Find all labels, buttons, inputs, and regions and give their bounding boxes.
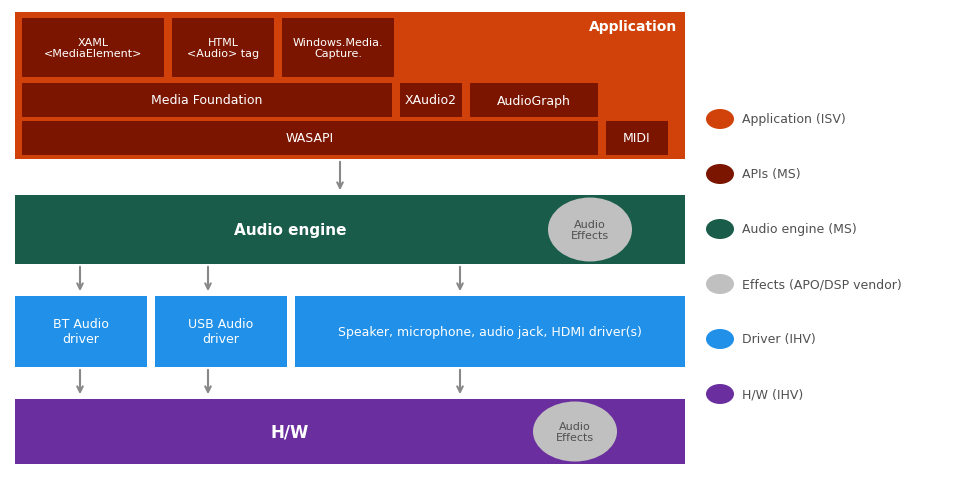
- Text: Audio
Effects: Audio Effects: [556, 421, 594, 442]
- Bar: [22, 84, 392, 118]
- Text: APIs (MS): APIs (MS): [742, 168, 801, 181]
- Text: H/W (IHV): H/W (IHV): [742, 388, 804, 401]
- Text: USB Audio
driver: USB Audio driver: [188, 318, 254, 346]
- Text: MIDI: MIDI: [623, 132, 651, 145]
- Ellipse shape: [706, 274, 734, 294]
- Text: XAML
<MediaElement>: XAML <MediaElement>: [44, 38, 142, 59]
- Text: Application (ISV): Application (ISV): [742, 113, 846, 126]
- Text: Speaker, microphone, audio jack, HDMI driver(s): Speaker, microphone, audio jack, HDMI dr…: [338, 325, 642, 338]
- Text: AudioGraph: AudioGraph: [497, 94, 571, 107]
- Text: Windows.Media.
Capture.: Windows.Media. Capture.: [293, 38, 383, 59]
- Bar: [172, 19, 274, 78]
- Bar: [295, 296, 685, 367]
- Text: Effects (APO/DSP vendor): Effects (APO/DSP vendor): [742, 278, 902, 291]
- Text: XAudio2: XAudio2: [405, 94, 457, 107]
- Ellipse shape: [706, 110, 734, 130]
- Text: Application: Application: [589, 20, 677, 34]
- Text: Driver (IHV): Driver (IHV): [742, 333, 815, 346]
- Text: Audio
Effects: Audio Effects: [571, 219, 609, 241]
- Ellipse shape: [533, 402, 617, 462]
- Bar: [282, 19, 394, 78]
- Ellipse shape: [706, 384, 734, 404]
- Bar: [22, 19, 164, 78]
- Text: Audio engine (MS): Audio engine (MS): [742, 223, 857, 236]
- Ellipse shape: [706, 165, 734, 184]
- Bar: [400, 84, 462, 118]
- Ellipse shape: [548, 198, 632, 262]
- Bar: [15, 296, 147, 367]
- Bar: [470, 84, 598, 118]
- Bar: [22, 122, 598, 156]
- Bar: [15, 196, 685, 264]
- Text: H/W: H/W: [270, 423, 309, 440]
- Bar: [15, 399, 685, 464]
- Text: BT Audio
driver: BT Audio driver: [53, 318, 109, 346]
- Text: Audio engine: Audio engine: [234, 223, 346, 238]
- Ellipse shape: [706, 220, 734, 240]
- Bar: [15, 13, 685, 160]
- Bar: [606, 122, 668, 156]
- Text: WASAPI: WASAPI: [286, 132, 334, 145]
- Bar: [155, 296, 287, 367]
- Text: HTML
<Audio> tag: HTML <Audio> tag: [187, 38, 259, 59]
- Ellipse shape: [706, 329, 734, 349]
- Text: Media Foundation: Media Foundation: [151, 94, 263, 107]
